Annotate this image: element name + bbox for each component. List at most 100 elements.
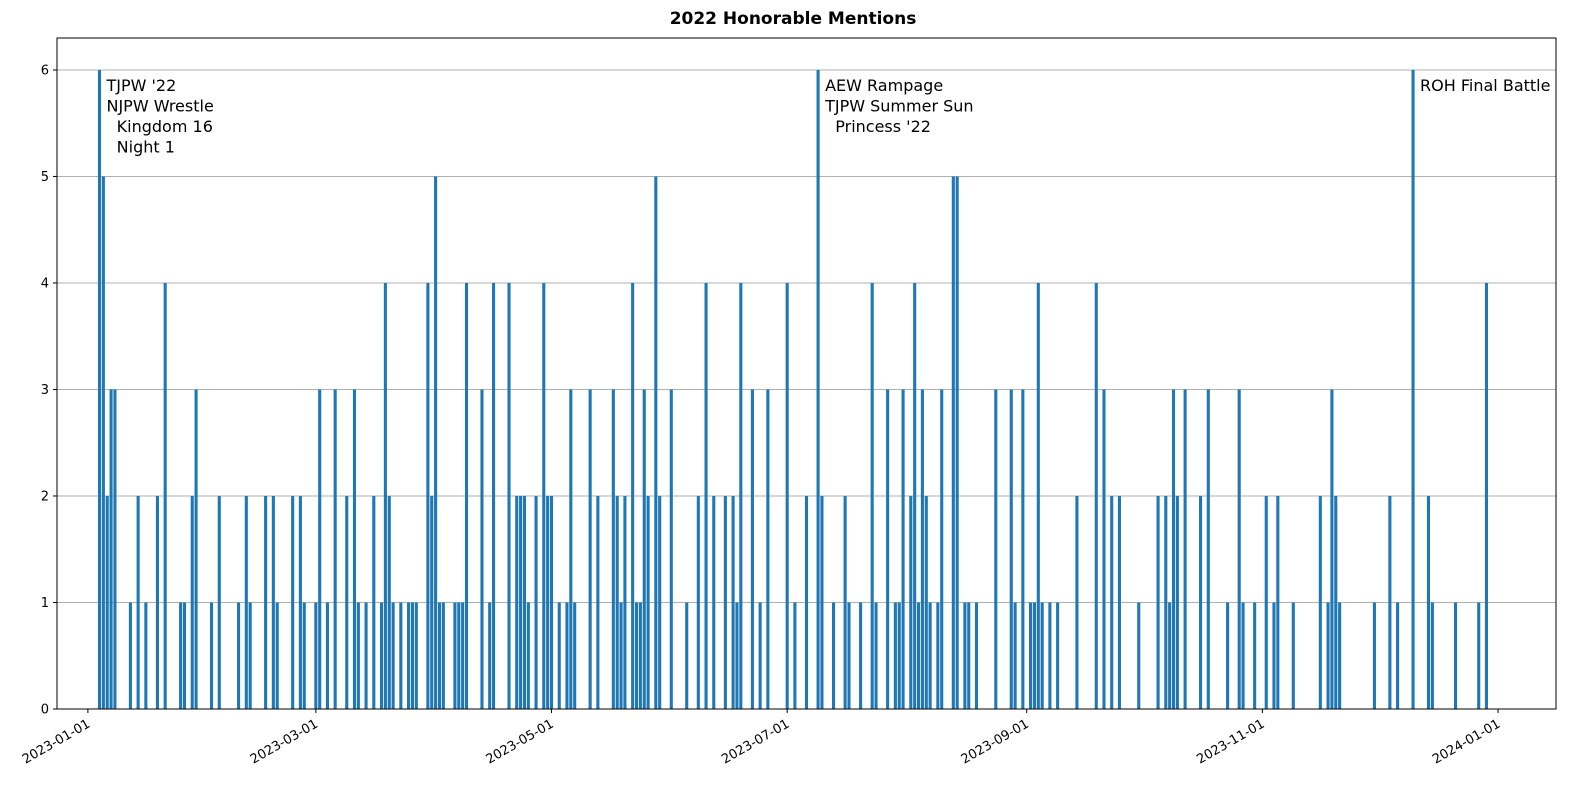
bar	[897, 602, 901, 709]
bar	[654, 176, 658, 709]
bar	[1454, 602, 1458, 709]
annotation-line: NJPW Wrestle	[106, 96, 213, 115]
bar	[1029, 602, 1033, 709]
bar	[542, 282, 546, 709]
bar	[1426, 495, 1431, 709]
bar	[97, 69, 102, 709]
x-tick-label: 2023-05-01	[484, 717, 557, 768]
bar	[492, 282, 496, 709]
bar	[638, 602, 642, 709]
bar	[464, 282, 469, 709]
bar	[1040, 602, 1044, 709]
y-tick-label: 3	[41, 383, 49, 398]
y-tick-label: 4	[41, 276, 49, 291]
bar	[685, 602, 689, 709]
bar	[356, 602, 360, 709]
bar	[1094, 282, 1098, 709]
annotation-line: Night 1	[106, 137, 174, 156]
bar	[870, 282, 874, 709]
bar	[804, 495, 809, 709]
bar	[410, 602, 414, 709]
bar	[963, 602, 967, 709]
bar	[1009, 389, 1013, 709]
bar	[190, 495, 194, 709]
chart-title: 2022 Honorable Mentions	[670, 9, 917, 29]
bar	[723, 495, 727, 709]
bar	[1171, 389, 1176, 709]
bar	[441, 602, 445, 709]
bar	[248, 602, 252, 709]
bar	[1264, 495, 1268, 709]
bar	[1338, 602, 1342, 709]
bar	[785, 282, 789, 709]
x-tick-label: 2024-01-01	[1430, 717, 1503, 768]
bar	[1048, 602, 1052, 709]
bar	[940, 389, 944, 709]
bar	[372, 495, 376, 709]
bar	[1396, 602, 1400, 709]
bar	[913, 282, 917, 709]
bar	[379, 602, 384, 709]
annotation-line: TJPW Summer Sun	[824, 96, 973, 115]
bar	[387, 495, 391, 709]
bar	[1137, 602, 1141, 709]
bar	[1484, 282, 1489, 709]
bar	[325, 602, 329, 709]
x-tick-label: 2023-03-01	[248, 717, 321, 768]
bar	[916, 602, 921, 709]
bar	[658, 495, 662, 709]
annotation: TJPW '22 NJPW Wrestle Kingdom 16 Night 1	[105, 76, 213, 157]
bar	[105, 495, 109, 709]
bar	[1206, 389, 1210, 709]
bar	[1291, 602, 1295, 709]
bar	[596, 495, 600, 709]
annotation-line: Princess '22	[825, 117, 931, 136]
bar	[298, 495, 302, 709]
bar	[619, 602, 623, 709]
bar	[237, 602, 241, 709]
x-tick-label: 2023-07-01	[719, 717, 792, 768]
bar	[893, 602, 897, 709]
bar	[557, 602, 561, 709]
y-tick-label: 2	[41, 489, 49, 504]
bar	[1168, 602, 1172, 709]
bar	[955, 176, 959, 709]
bar	[534, 495, 538, 709]
bar	[244, 495, 248, 709]
bar	[1241, 602, 1245, 709]
bar	[549, 495, 554, 709]
bar	[847, 602, 851, 709]
bar	[128, 602, 132, 709]
x-tick-label: 2023-11-01	[1194, 717, 1267, 768]
bar	[271, 495, 275, 709]
bar	[569, 389, 573, 709]
bar	[859, 602, 863, 709]
bar	[611, 389, 615, 709]
bar	[302, 602, 306, 709]
bar	[1334, 495, 1338, 709]
bar	[101, 176, 105, 709]
bar	[318, 389, 322, 709]
bar	[623, 495, 627, 709]
bar	[936, 602, 940, 709]
y-tick-label: 6	[41, 63, 49, 78]
bar	[352, 389, 357, 709]
bar	[1013, 602, 1017, 709]
bar	[588, 389, 592, 709]
bar	[179, 602, 183, 709]
bar	[434, 176, 438, 709]
bar	[414, 602, 418, 709]
bar	[739, 282, 743, 709]
bar	[928, 602, 932, 709]
bar	[163, 282, 167, 709]
annotation-line: ROH Final Battle	[1420, 76, 1550, 95]
bar	[565, 602, 569, 709]
bar	[967, 602, 971, 709]
bar	[407, 602, 411, 709]
bar	[399, 602, 403, 709]
bar	[275, 602, 279, 709]
bar	[144, 602, 148, 709]
bar	[766, 389, 770, 709]
bar	[994, 389, 998, 709]
bar	[457, 602, 461, 709]
